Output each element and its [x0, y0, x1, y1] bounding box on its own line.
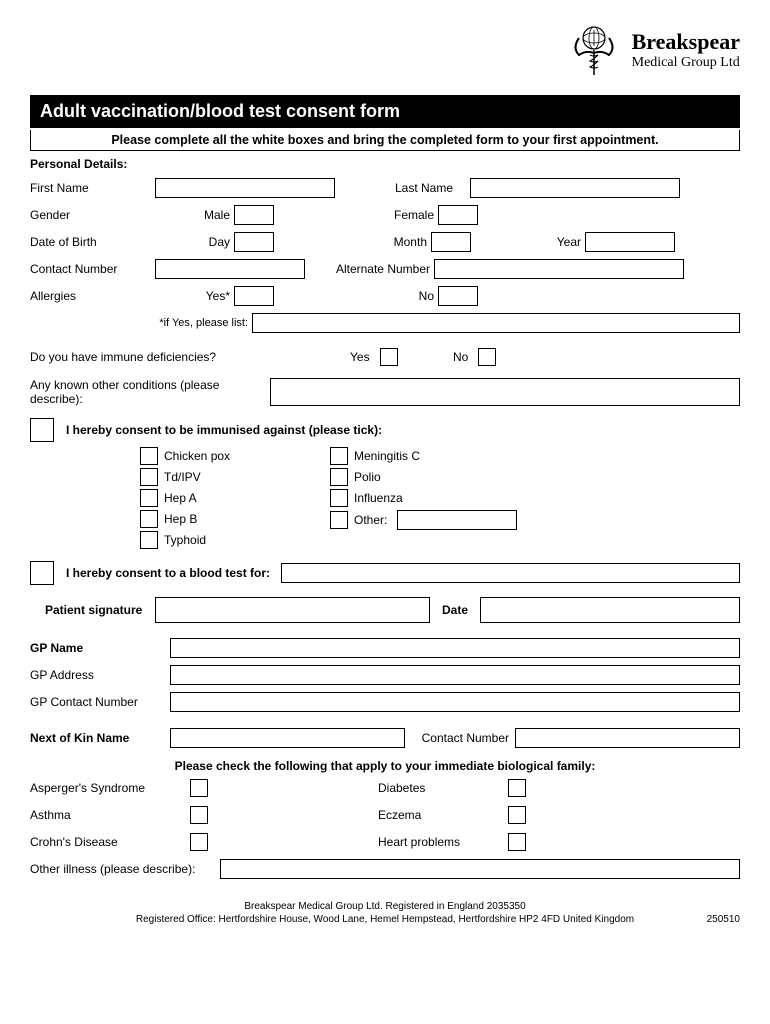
asperger-checkbox[interactable] — [190, 779, 208, 797]
asthma-checkbox[interactable] — [190, 806, 208, 824]
logo-subtitle: Medical Group Ltd — [632, 55, 740, 71]
hepa-label: Hep A — [164, 491, 197, 505]
contact-input[interactable] — [155, 259, 305, 279]
gp-name-input[interactable] — [170, 638, 740, 658]
year-input[interactable] — [585, 232, 675, 252]
allergies-yes-label: Yes* — [195, 289, 230, 303]
date-label: Date — [430, 603, 480, 617]
chickenpox-label: Chicken pox — [164, 449, 230, 463]
allergies-list-input[interactable] — [252, 313, 740, 333]
diabetes-label: Diabetes — [378, 781, 508, 795]
instruction-text: Please complete all the white boxes and … — [30, 130, 740, 151]
consent-blood-label: I hereby consent to a blood test for: — [66, 566, 281, 580]
conditions-label: Any known other conditions (please descr… — [30, 378, 270, 406]
last-name-input[interactable] — [470, 178, 680, 198]
family-heading: Please check the following that apply to… — [30, 759, 740, 773]
immune-no-checkbox[interactable] — [478, 348, 496, 366]
immune-q-label: Do you have immune deficiencies? — [30, 350, 350, 364]
hepb-label: Hep B — [164, 512, 197, 526]
other-vaccine-input[interactable] — [397, 510, 517, 530]
nok-name-label: Next of Kin Name — [30, 731, 170, 745]
footer-code: 250510 — [707, 913, 740, 926]
consent-immunise-checkbox[interactable] — [30, 418, 54, 442]
hepb-checkbox[interactable] — [140, 510, 158, 528]
immune-no-label: No — [453, 350, 478, 364]
allergies-no-label: No — [414, 289, 434, 303]
allergies-label: Allergies — [30, 289, 195, 303]
header: Breakspear Medical Group Ltd — [30, 20, 740, 80]
polio-label: Polio — [354, 470, 381, 484]
footer-line2: Registered Office: Hertfordshire House, … — [30, 913, 740, 926]
first-name-label: First Name — [30, 181, 155, 195]
form-title: Adult vaccination/blood test consent for… — [30, 95, 740, 128]
heart-label: Heart problems — [378, 835, 508, 849]
female-label: Female — [384, 208, 434, 222]
consent-blood-checkbox[interactable] — [30, 561, 54, 585]
nok-name-input[interactable] — [170, 728, 405, 748]
polio-checkbox[interactable] — [330, 468, 348, 486]
day-input[interactable] — [234, 232, 274, 252]
consent-immunise-heading: I hereby consent to be immunised against… — [66, 423, 382, 437]
conditions-input[interactable] — [270, 378, 740, 406]
gp-contact-label: GP Contact Number — [30, 695, 170, 709]
heart-checkbox[interactable] — [508, 833, 526, 851]
signature-input[interactable] — [155, 597, 430, 623]
influenza-checkbox[interactable] — [330, 489, 348, 507]
other-illness-input[interactable] — [220, 859, 740, 879]
diabetes-checkbox[interactable] — [508, 779, 526, 797]
first-name-input[interactable] — [155, 178, 335, 198]
day-label: Day — [200, 235, 230, 249]
influenza-label: Influenza — [354, 491, 403, 505]
contact-label: Contact Number — [30, 262, 155, 276]
other-vaccine-checkbox[interactable] — [330, 511, 348, 529]
gp-contact-input[interactable] — [170, 692, 740, 712]
crohns-checkbox[interactable] — [190, 833, 208, 851]
gp-address-input[interactable] — [170, 665, 740, 685]
gp-address-label: GP Address — [30, 668, 170, 682]
nok-contact-input[interactable] — [515, 728, 740, 748]
crohns-label: Crohn's Disease — [30, 835, 190, 849]
immune-yes-checkbox[interactable] — [380, 348, 398, 366]
year-label: Year — [546, 235, 581, 249]
meningitis-label: Meningitis C — [354, 449, 420, 463]
logo-title: Breakspear — [632, 29, 740, 55]
month-label: Month — [379, 235, 427, 249]
footer-line1: Breakspear Medical Group Ltd. Registered… — [30, 900, 740, 913]
gp-name-label: GP Name — [30, 641, 170, 655]
asperger-label: Asperger's Syndrome — [30, 781, 190, 795]
typhoid-label: Typhoid — [164, 533, 206, 547]
alt-contact-label: Alternate Number — [320, 262, 430, 276]
last-name-label: Last Name — [395, 181, 470, 195]
footer: Breakspear Medical Group Ltd. Registered… — [30, 900, 740, 926]
allergies-yes-checkbox[interactable] — [234, 286, 274, 306]
logo: Breakspear Medical Group Ltd — [564, 20, 740, 80]
male-checkbox[interactable] — [234, 205, 274, 225]
month-input[interactable] — [431, 232, 471, 252]
blood-test-input[interactable] — [281, 563, 740, 583]
gender-label: Gender — [30, 208, 195, 222]
other-vaccine-label: Other: — [354, 513, 387, 527]
eczema-checkbox[interactable] — [508, 806, 526, 824]
nok-contact-label: Contact Number — [405, 731, 515, 745]
eczema-label: Eczema — [378, 808, 508, 822]
allergies-no-checkbox[interactable] — [438, 286, 478, 306]
meningitis-checkbox[interactable] — [330, 447, 348, 465]
tdipv-checkbox[interactable] — [140, 468, 158, 486]
asthma-label: Asthma — [30, 808, 190, 822]
male-label: Male — [195, 208, 230, 222]
caduceus-globe-icon — [564, 20, 624, 80]
hepa-checkbox[interactable] — [140, 489, 158, 507]
immune-yes-label: Yes — [350, 350, 380, 364]
date-input[interactable] — [480, 597, 740, 623]
tdipv-label: Td/IPV — [164, 470, 201, 484]
if-yes-label: *if Yes, please list: — [138, 317, 248, 329]
female-checkbox[interactable] — [438, 205, 478, 225]
signature-label: Patient signature — [30, 603, 155, 617]
personal-heading: Personal Details: — [30, 157, 740, 171]
typhoid-checkbox[interactable] — [140, 531, 158, 549]
other-illness-label: Other illness (please describe): — [30, 862, 220, 876]
chickenpox-checkbox[interactable] — [140, 447, 158, 465]
alt-contact-input[interactable] — [434, 259, 684, 279]
dob-label: Date of Birth — [30, 235, 200, 249]
